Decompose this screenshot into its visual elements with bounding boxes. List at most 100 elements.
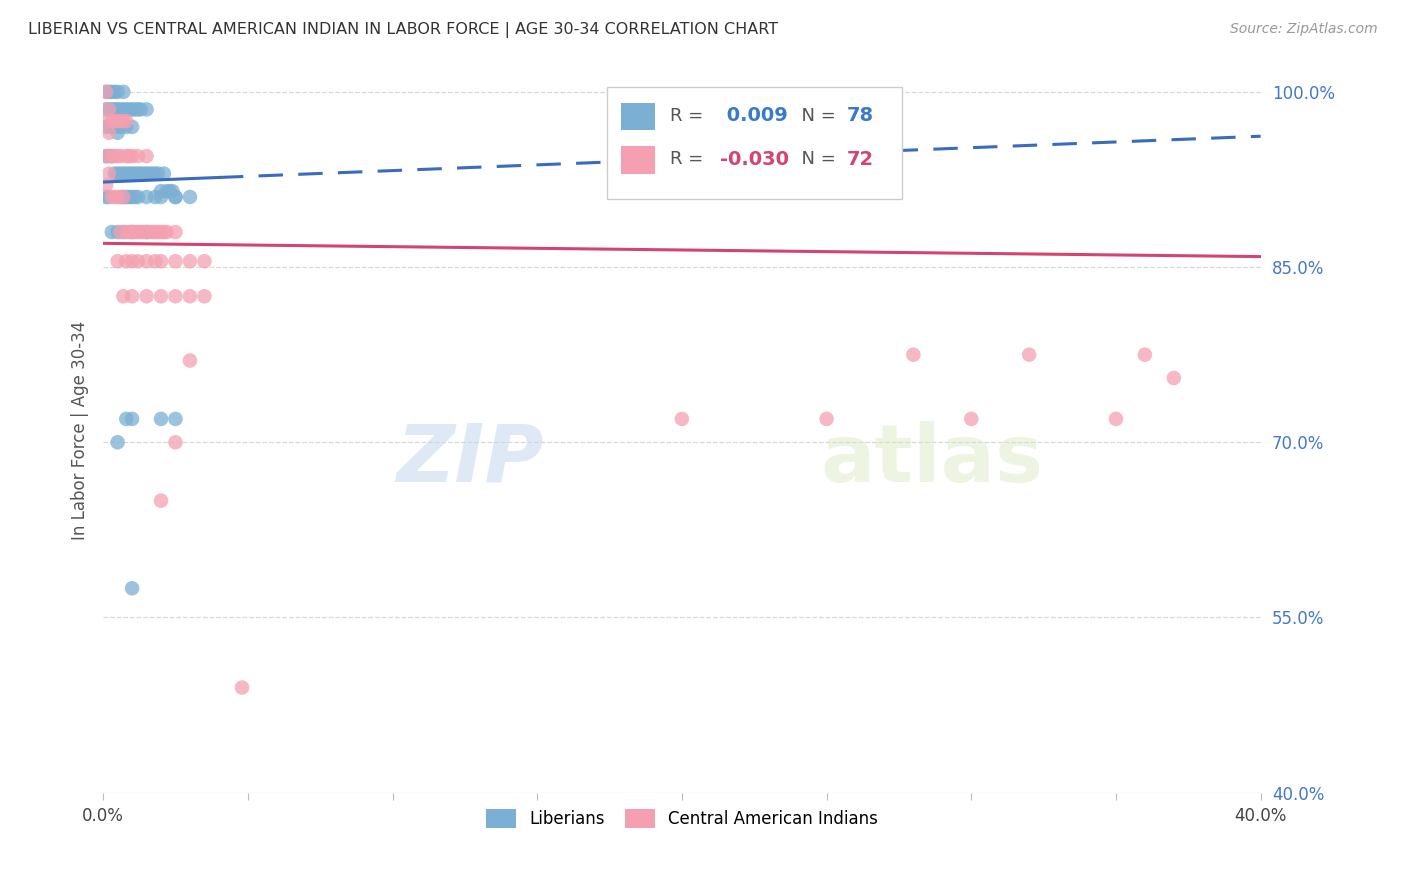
Point (94, 149, 117, 163)
Point (107, 225, 129, 239)
Point (135, 103, 157, 117)
Point (179, 353, 201, 368)
Point (104, 190, 127, 204)
Point (165, 190, 187, 204)
Point (118, 149, 141, 163)
Point (110, 167, 132, 181)
Point (127, 225, 149, 239)
Point (165, 254, 187, 268)
Point (94, 190, 117, 204)
Point (150, 289, 173, 303)
Point (127, 254, 149, 268)
Point (193, 289, 215, 303)
Text: N =: N = (790, 150, 841, 168)
Point (1018, 348, 1040, 362)
Point (121, 225, 143, 239)
Text: -0.030: -0.030 (720, 150, 789, 169)
Legend: Liberians, Central American Indians: Liberians, Central American Indians (479, 803, 884, 835)
Point (135, 225, 157, 239)
Point (124, 167, 146, 181)
Point (121, 120, 143, 134)
Point (107, 254, 129, 268)
Text: R =: R = (671, 150, 709, 168)
Point (110, 114, 132, 128)
Point (101, 114, 124, 128)
Text: ZIP: ZIP (395, 420, 543, 499)
Point (112, 289, 135, 303)
Point (115, 412, 138, 426)
Point (112, 85, 135, 99)
Point (115, 114, 138, 128)
Point (179, 190, 201, 204)
Point (135, 225, 157, 239)
Point (94, 178, 117, 193)
FancyBboxPatch shape (606, 87, 901, 199)
Point (127, 103, 149, 117)
Point (124, 225, 146, 239)
Point (165, 435, 187, 450)
Point (115, 167, 138, 181)
Point (138, 167, 160, 181)
Text: N =: N = (790, 106, 841, 125)
Point (132, 167, 155, 181)
Point (101, 149, 124, 163)
Point (110, 120, 132, 134)
Point (150, 254, 173, 268)
Point (135, 289, 157, 303)
Point (107, 190, 129, 204)
Point (153, 167, 176, 181)
Point (179, 289, 201, 303)
Point (104, 167, 127, 181)
Point (135, 254, 157, 268)
Point (121, 149, 143, 163)
Point (129, 225, 152, 239)
Point (135, 149, 157, 163)
Point (121, 289, 143, 303)
Point (94, 85, 117, 99)
Point (110, 149, 132, 163)
Point (104, 114, 127, 128)
Point (110, 190, 132, 204)
Point (815, 412, 838, 426)
Point (97, 167, 120, 181)
Point (127, 167, 149, 181)
Point (101, 120, 124, 134)
Point (94, 85, 117, 99)
Point (162, 184, 184, 198)
Point (146, 167, 169, 181)
Point (121, 167, 143, 181)
Point (1133, 348, 1156, 362)
Point (121, 581, 143, 595)
Point (671, 412, 693, 426)
Point (903, 348, 925, 362)
Point (121, 103, 143, 117)
Point (118, 225, 141, 239)
Point (94, 120, 117, 134)
Point (165, 289, 187, 303)
Point (124, 190, 146, 204)
Text: atlas: atlas (821, 420, 1043, 499)
Point (101, 190, 124, 204)
Point (118, 190, 141, 204)
Point (104, 149, 127, 163)
Point (124, 103, 146, 117)
Y-axis label: In Labor Force | Age 30-34: In Labor Force | Age 30-34 (72, 321, 89, 541)
Text: 0.009: 0.009 (720, 106, 787, 125)
Point (97, 103, 120, 117)
Point (112, 190, 135, 204)
Point (104, 120, 127, 134)
Point (156, 184, 179, 198)
Point (107, 435, 129, 450)
Point (104, 103, 127, 117)
Point (107, 167, 129, 181)
Point (143, 254, 166, 268)
Point (121, 254, 143, 268)
Point (127, 149, 149, 163)
Point (960, 412, 983, 426)
Point (112, 103, 135, 117)
Point (101, 149, 124, 163)
Point (112, 167, 135, 181)
Point (101, 103, 124, 117)
Point (107, 85, 129, 99)
Text: R =: R = (671, 106, 709, 125)
